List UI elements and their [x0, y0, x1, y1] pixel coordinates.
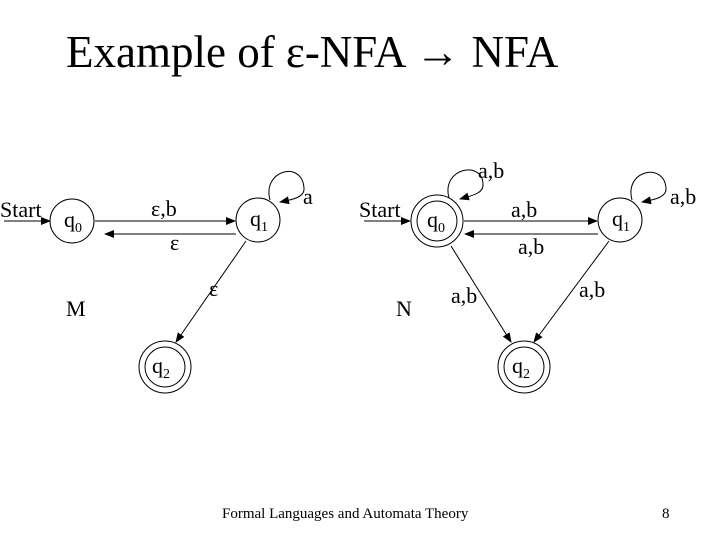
- n-edge-q0-q0: [447, 169, 484, 201]
- svg-text:q2: q2: [152, 353, 170, 382]
- n-start-label: Start: [359, 197, 401, 222]
- m-state-q0-base: q: [64, 207, 75, 232]
- n-state-q2-base: q: [512, 353, 523, 378]
- svg-text:q1: q1: [250, 206, 268, 235]
- svg-text:q2: q2: [512, 353, 530, 382]
- n-state-q1-sub: 1: [623, 220, 630, 235]
- n-edge-q1-q2: [533, 240, 610, 343]
- m-state-q2-base: q: [152, 353, 163, 378]
- n-state-q0-base: q: [427, 207, 438, 232]
- n-edge-q1-q1-label: a,b: [670, 184, 696, 209]
- m-edge-q1-q1-label: a: [303, 184, 313, 209]
- automaton-m: Start q0 q1 q2 ε,b ε a ε M: [0, 171, 313, 394]
- n-state-q2: q2: [497, 340, 551, 394]
- svg-text:q0: q0: [427, 207, 445, 236]
- n-state-q0-sub: 0: [438, 221, 445, 236]
- m-state-q2-sub: 2: [163, 367, 170, 382]
- m-start-label: Start: [0, 197, 42, 222]
- n-state-q0: q0: [410, 194, 464, 248]
- n-edge-q1-q0-label: a,b: [518, 234, 544, 259]
- svg-text:q0: q0: [64, 207, 82, 236]
- n-edge-q0-q2: [450, 245, 512, 343]
- m-state-q1-sub: 1: [261, 220, 268, 235]
- slide-title: Example of ε-NFA → NFA: [66, 27, 559, 77]
- n-state-q1-base: q: [612, 206, 623, 231]
- n-name: N: [396, 296, 412, 321]
- n-edge-q0-q1-label: a,b: [511, 197, 537, 222]
- m-edge-q1-q2-label: ε: [209, 276, 218, 301]
- n-edge-q1-q1: [630, 171, 667, 205]
- m-state-q1-base: q: [250, 206, 261, 231]
- n-state-q1: q1: [597, 197, 643, 243]
- m-edge-q0-q1-label: ε,b: [151, 196, 177, 221]
- m-name: M: [66, 296, 86, 321]
- n-state-q2-sub: 2: [523, 367, 530, 382]
- footer-text: Formal Languages and Automata Theory: [222, 506, 469, 522]
- n-edge-q0-q0-label: a,b: [478, 158, 504, 183]
- m-edge-q1-q0-label: ε: [170, 230, 179, 255]
- svg-text:q1: q1: [612, 206, 630, 235]
- n-edge-q0-q2-label: a,b: [451, 283, 477, 308]
- m-edge-q1-q1: [268, 171, 305, 205]
- page-number: 8: [662, 506, 670, 522]
- m-state-q2: q2: [138, 340, 192, 394]
- m-edge-q1-q2: [175, 240, 247, 343]
- automaton-n: Start q0 q1 q2 a,b a,b a,b a,b a,b a,b N: [359, 158, 696, 394]
- m-state-q1: q1: [235, 197, 281, 243]
- m-state-q0-sub: 0: [75, 221, 82, 236]
- n-edge-q1-q2-label: a,b: [579, 277, 605, 302]
- m-state-q0: q0: [49, 198, 95, 244]
